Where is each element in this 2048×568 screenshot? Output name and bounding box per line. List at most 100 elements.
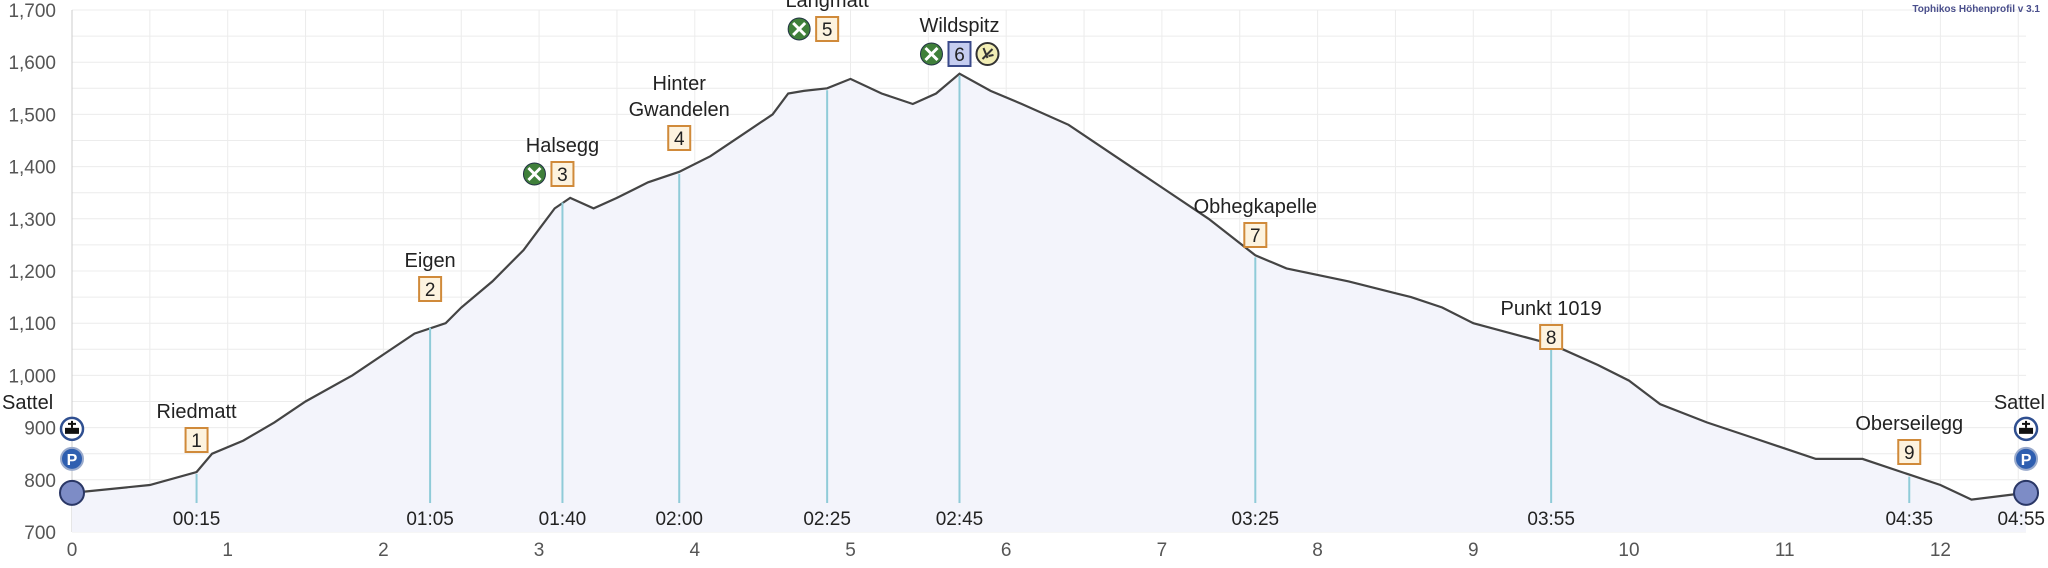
y-tick-label: 800 bbox=[24, 471, 56, 492]
y-tick-label: 1,200 bbox=[8, 262, 56, 283]
endpoint-marker bbox=[59, 479, 85, 506]
waypoint-number-box bbox=[184, 427, 209, 453]
waypoint-number: 6 bbox=[954, 45, 965, 66]
x-tick-label: 7 bbox=[1157, 540, 1168, 561]
waypoint-number: 1 bbox=[191, 431, 202, 452]
waypoint-number-box bbox=[1897, 439, 1922, 465]
waypoint: 1 Riedmatt 00:15 bbox=[157, 401, 237, 530]
waypoint: 5 Langmatt 02:25 bbox=[785, 0, 869, 530]
waypoint-number-box bbox=[418, 276, 443, 302]
x-tick-label: 2 bbox=[378, 540, 389, 561]
waypoint: 3 Halsegg 01:40 bbox=[522, 135, 599, 530]
waypoint: 4 Hinter Gwandelen 02:00 bbox=[629, 73, 730, 530]
waypoint-label: Wildspitz bbox=[919, 15, 999, 37]
waypoint-number: 5 bbox=[822, 20, 833, 41]
parking-glyph: P bbox=[2021, 452, 2032, 469]
x-tick-label: 5 bbox=[845, 540, 856, 561]
waypoint: 7 Obhegkapelle 03:25 bbox=[1194, 196, 1317, 530]
waypoint-label: Sattel bbox=[2, 392, 53, 414]
waypoint: P Sattel bbox=[2, 392, 85, 506]
fork-knife-glyph bbox=[924, 46, 939, 62]
viewpoint-icon bbox=[975, 42, 1000, 66]
waypoint-label: Punkt 1019 bbox=[1501, 298, 1602, 320]
waypoint-number-box bbox=[667, 125, 692, 151]
waypoint-number: 3 bbox=[557, 165, 568, 186]
y-tick-label: 1,500 bbox=[8, 105, 56, 126]
y-tick-label: 1,700 bbox=[8, 1, 56, 22]
waypoint-time: 02:45 bbox=[936, 509, 984, 530]
profile-line bbox=[71, 72, 2027, 501]
y-tick-label: 900 bbox=[24, 419, 56, 440]
parking-glyph: P bbox=[67, 452, 78, 469]
waypoint-number-box bbox=[815, 16, 840, 42]
y-tick-label: 1,600 bbox=[8, 53, 56, 74]
waypoint-label: Riedmatt bbox=[157, 401, 237, 423]
waypoint-label-line: Gwandelen bbox=[629, 99, 730, 121]
x-tick-label: 1 bbox=[222, 540, 233, 561]
profile-area bbox=[72, 73, 2027, 532]
watermark: Tophikos Höhenprofil v 3.1 bbox=[1912, 4, 2040, 15]
train-glyph bbox=[65, 427, 79, 434]
x-tick-label: 0 bbox=[67, 540, 78, 561]
pantograph-glyph bbox=[2022, 420, 2031, 428]
waypoint-label: Eigen bbox=[405, 250, 456, 272]
restaurant-icon bbox=[522, 162, 546, 186]
x-tick-label: 11 bbox=[1775, 540, 1795, 561]
waypoint-label: Oberseilegg bbox=[1855, 413, 1963, 435]
waypoint-number: 8 bbox=[1546, 328, 1557, 349]
waypoint-time: 01:05 bbox=[406, 509, 454, 530]
pantograph-glyph bbox=[68, 420, 76, 428]
waypoint-time: 04:35 bbox=[1885, 509, 1933, 530]
parking-icon: P bbox=[60, 446, 84, 471]
waypoint-label: Obhegkapelle bbox=[1194, 196, 1317, 218]
waypoint-number-box bbox=[1243, 222, 1268, 248]
waypoint-time: 03:25 bbox=[1232, 509, 1280, 530]
viewpoint-glyph bbox=[981, 47, 994, 60]
waypoint-label: Hinter Gwandelen bbox=[629, 73, 730, 121]
waypoint-number: 4 bbox=[674, 129, 685, 150]
waypoint-time: 02:00 bbox=[655, 509, 703, 530]
waypoint-number-box bbox=[947, 41, 972, 67]
waypoint-number: 2 bbox=[425, 280, 436, 301]
endpoint-marker bbox=[2013, 479, 2040, 506]
x-tick-label: 12 bbox=[1930, 540, 1951, 561]
waypoint: P Sattel 04:55 bbox=[1994, 392, 2045, 530]
y-tick-label: 1,100 bbox=[8, 314, 56, 335]
waypoint-number-box bbox=[1539, 324, 1564, 350]
waypoint-time: 04:55 bbox=[1997, 509, 2045, 530]
train-glyph bbox=[2019, 427, 2034, 434]
waypoint-time: 03:55 bbox=[1527, 509, 1575, 530]
waypoint: 9 Oberseilegg 04:35 bbox=[1855, 413, 1963, 530]
waypoint-label-line: Hinter bbox=[653, 73, 707, 95]
x-tick-label: 3 bbox=[534, 540, 545, 561]
waypoint-label: Langmatt bbox=[785, 0, 869, 12]
fork-knife-glyph bbox=[527, 166, 542, 182]
x-tick-label: 4 bbox=[690, 540, 701, 561]
waypoint-label: Sattel bbox=[1994, 392, 2045, 414]
parking-icon: P bbox=[2014, 446, 2039, 471]
restaurant-icon bbox=[919, 42, 943, 66]
parking-icon-bg bbox=[60, 446, 84, 471]
waypoint-label: Halsegg bbox=[526, 135, 599, 157]
x-tick-label: 9 bbox=[1468, 540, 1479, 561]
waypoint-time: 00:15 bbox=[173, 509, 221, 530]
parking-icon-bg bbox=[2014, 446, 2039, 471]
waypoint-number: 7 bbox=[1250, 226, 1261, 247]
y-tick-label: 1,300 bbox=[8, 210, 56, 231]
y-tick-label: 700 bbox=[24, 523, 56, 544]
x-tick-label: 8 bbox=[1312, 540, 1323, 561]
x-tick-label: 6 bbox=[1001, 540, 1012, 561]
fork-knife-glyph bbox=[792, 21, 807, 37]
waypoint: 6 Wildspitz 02:45 bbox=[919, 15, 999, 530]
y-tick-label: 1,000 bbox=[8, 366, 56, 387]
restaurant-icon bbox=[787, 17, 811, 41]
waypoint-time: 01:40 bbox=[539, 509, 587, 530]
waypoint-number-box bbox=[550, 161, 575, 187]
waypoint-time: 02:25 bbox=[803, 509, 851, 530]
y-tick-label: 1,400 bbox=[8, 158, 56, 179]
waypoint-number: 9 bbox=[1904, 443, 1915, 464]
waypoint: 2 Eigen 01:05 bbox=[405, 250, 456, 530]
public-transport-icon bbox=[2013, 416, 2039, 442]
public-transport-icon bbox=[59, 416, 85, 442]
